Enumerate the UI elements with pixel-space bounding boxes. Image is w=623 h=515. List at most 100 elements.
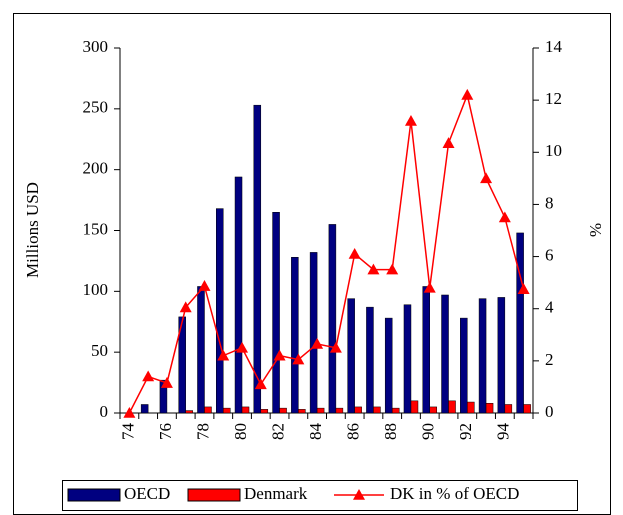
bar — [504, 404, 513, 414]
y2-tick-label: 8 — [545, 193, 554, 212]
legend — [62, 480, 578, 511]
marker — [311, 337, 324, 349]
marker — [442, 137, 455, 148]
legend-swatch — [67, 488, 121, 502]
legend-swatch — [353, 489, 365, 500]
marker — [273, 349, 286, 361]
x-tick-label: 78 — [193, 423, 212, 440]
bar — [216, 208, 224, 414]
marker — [480, 172, 493, 184]
bar — [366, 306, 374, 414]
x-tick-label: 86 — [344, 423, 363, 440]
bar — [140, 404, 149, 414]
y2-tick-label: 10 — [545, 141, 562, 160]
bar — [429, 406, 437, 414]
marker — [217, 349, 230, 361]
bar — [223, 407, 231, 414]
bar — [373, 406, 381, 414]
y2-tick-label: 6 — [545, 245, 554, 264]
legend-swatch — [187, 488, 241, 502]
bar — [516, 232, 524, 414]
bar — [354, 406, 362, 414]
x-tick-label: 92 — [456, 423, 475, 440]
y2-tick-label: 14 — [545, 37, 563, 56]
bar — [335, 407, 344, 414]
marker — [367, 263, 380, 275]
x-tick-label: 88 — [381, 423, 400, 440]
bar — [197, 286, 205, 414]
x-tick-label: 90 — [419, 423, 438, 440]
y2-axis-title: % — [586, 223, 605, 237]
legend-label: DK in % of OECD — [390, 484, 519, 503]
marker — [236, 341, 249, 353]
bar — [460, 317, 468, 414]
bar — [253, 104, 262, 414]
y-tick-label: 0 — [100, 402, 109, 421]
bar — [422, 286, 430, 414]
y-tick-label: 300 — [83, 37, 109, 56]
legend-label: Denmark — [244, 484, 308, 503]
bar — [159, 379, 168, 414]
bar — [309, 252, 318, 414]
y-tick-label: 250 — [83, 98, 109, 117]
bar — [272, 212, 280, 414]
bar — [185, 410, 193, 414]
marker — [142, 370, 155, 382]
bar — [441, 294, 449, 414]
bar — [204, 406, 212, 414]
marker — [404, 115, 417, 126]
y-tick-label: 200 — [83, 159, 109, 178]
marker — [254, 378, 267, 390]
bar — [241, 406, 250, 414]
bar — [347, 298, 355, 414]
y2-tick-label: 12 — [545, 89, 562, 108]
x-tick-label: 84 — [306, 423, 325, 441]
marker — [160, 377, 173, 388]
bar — [467, 401, 475, 414]
marker — [179, 301, 192, 313]
x-tick-label: 76 — [156, 423, 175, 440]
y2-tick-label: 2 — [545, 350, 554, 369]
y2-tick-label: 0 — [545, 402, 554, 421]
marker — [423, 281, 436, 293]
marker — [292, 353, 305, 365]
bar — [178, 316, 186, 414]
marker — [498, 211, 511, 223]
legend-label: OECD — [124, 484, 170, 503]
y-tick-label: 100 — [83, 280, 109, 299]
marker — [348, 247, 361, 259]
line — [128, 92, 525, 414]
bar — [497, 297, 506, 414]
bar — [403, 304, 412, 414]
bar — [410, 400, 419, 414]
bar — [391, 407, 400, 414]
bar — [316, 407, 325, 414]
bar — [448, 400, 456, 414]
marker — [329, 341, 342, 353]
marker — [461, 88, 474, 100]
marker — [517, 283, 530, 294]
bar — [523, 404, 531, 414]
bar — [279, 407, 287, 414]
bar — [384, 317, 393, 414]
bar — [234, 176, 243, 414]
marker — [198, 280, 211, 291]
y-tick-label: 150 — [83, 219, 109, 238]
bar — [260, 409, 269, 414]
bar — [485, 403, 494, 414]
y-tick-label: 50 — [91, 341, 108, 360]
y-axis-title: Millions USD — [23, 182, 42, 278]
bar — [298, 409, 306, 414]
marker — [386, 263, 399, 275]
x-tick-label: 74 — [118, 423, 137, 441]
marker — [123, 407, 136, 418]
x-tick-label: 94 — [494, 423, 513, 441]
x-tick-label: 80 — [231, 423, 250, 440]
bar — [478, 298, 487, 414]
y2-tick-label: 4 — [545, 298, 554, 317]
bar — [291, 257, 299, 414]
bar — [328, 224, 337, 414]
x-tick-label: 82 — [268, 423, 287, 440]
